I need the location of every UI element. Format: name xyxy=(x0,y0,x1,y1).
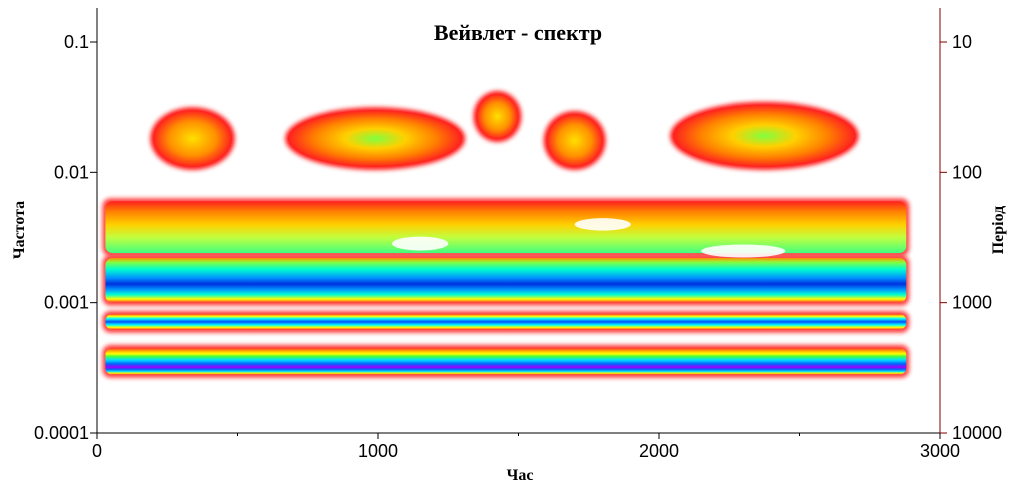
axes: 0 1000 2000 3000 0.1 0.01 0.001 0.0001 10 100 1000… xyxy=(34,8,1002,461)
y-left-tick-label: 0.0001 xyxy=(34,423,89,443)
y-right-tick-label: 100 xyxy=(952,162,982,182)
heatmap-layer xyxy=(102,90,910,378)
x-tick-label: 1000 xyxy=(358,441,398,461)
x-tick-label: 0 xyxy=(92,441,102,461)
y-left-tick-label: 0.01 xyxy=(54,162,89,182)
heatmap-blob xyxy=(153,110,232,167)
x-tick-label: 2000 xyxy=(639,441,679,461)
heatmap-blob xyxy=(673,104,856,167)
heatmap-blob xyxy=(476,93,519,140)
heatmap-blob xyxy=(546,114,603,167)
y-right-tick-label: 10000 xyxy=(952,423,1002,443)
y-right-tick-label: 10 xyxy=(952,32,972,52)
chart-title: Вейвлет - спектр xyxy=(434,20,602,45)
heatmap-band xyxy=(105,313,907,330)
heatmap-band xyxy=(105,347,907,375)
y-left-tick-label: 0.001 xyxy=(44,293,89,313)
heatmap-gap xyxy=(392,236,449,251)
y-axis-right-label: Період xyxy=(990,206,1007,255)
heatmap-gap xyxy=(574,218,631,231)
x-tick-label: 3000 xyxy=(920,441,960,461)
y-axis-left-label: Частота xyxy=(11,201,28,259)
heatmap-band xyxy=(105,258,907,303)
y-left-tick-label: 0.1 xyxy=(64,32,89,52)
x-axis-label: Час xyxy=(507,467,534,484)
heatmap-gap xyxy=(701,244,786,258)
heatmap-band xyxy=(105,201,907,254)
y-right-tick-label: 1000 xyxy=(952,293,992,313)
heatmap-blob xyxy=(288,110,463,167)
